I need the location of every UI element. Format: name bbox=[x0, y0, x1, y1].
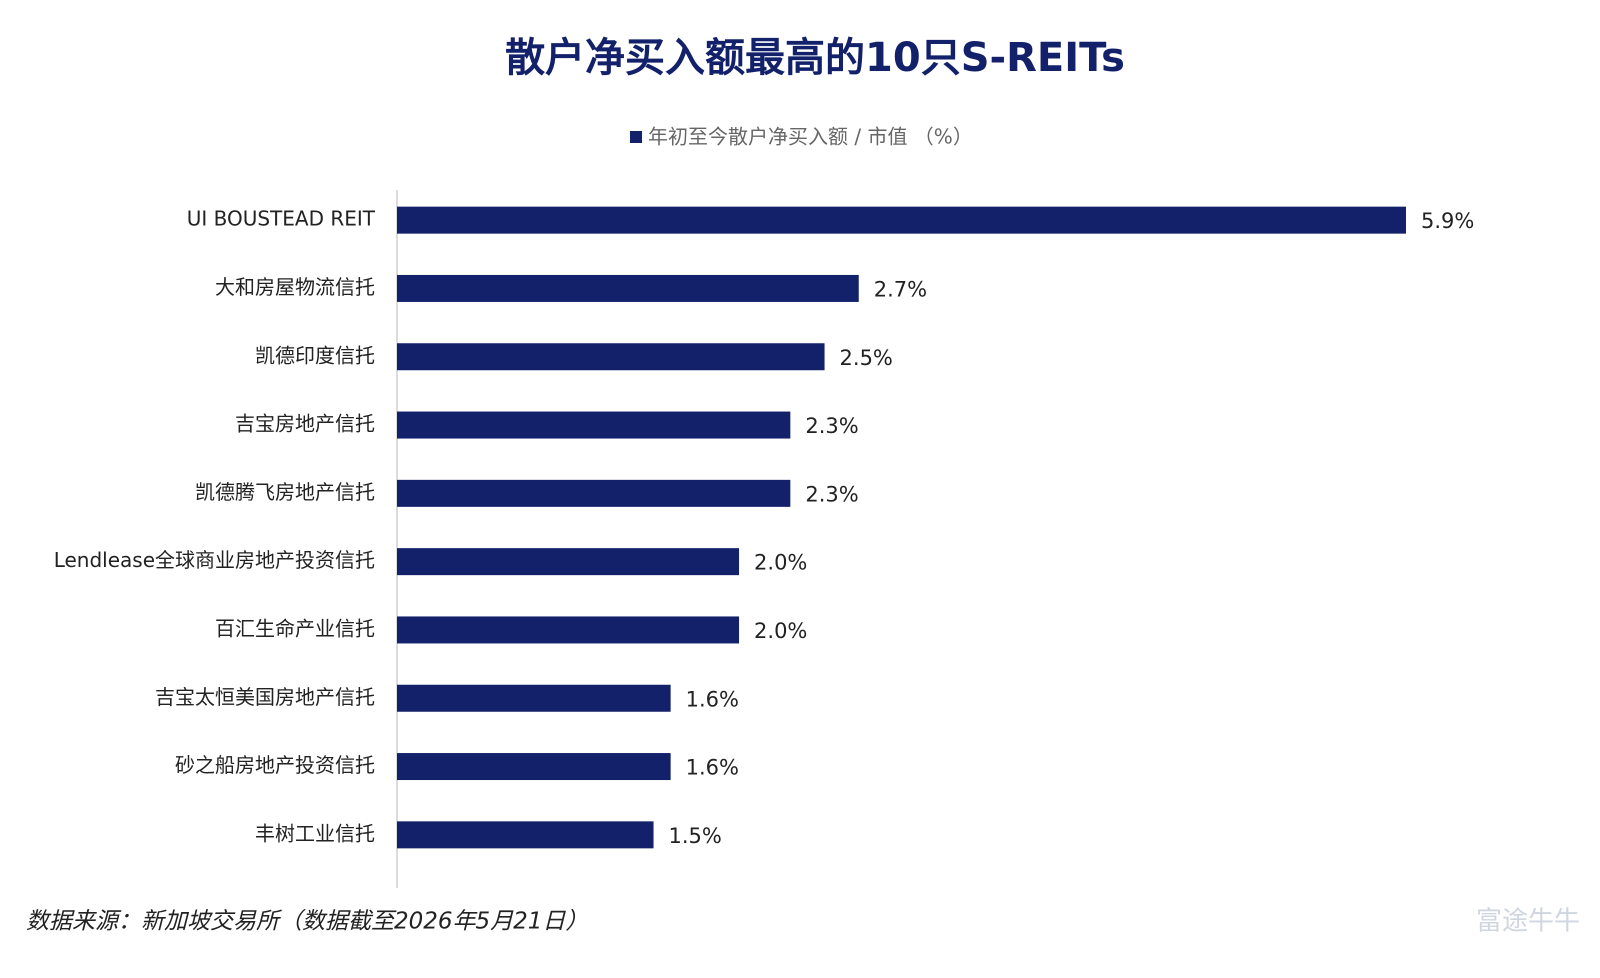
value-label: 2.3% bbox=[805, 482, 858, 506]
watermark: 富途牛牛 bbox=[1476, 907, 1580, 937]
category-label: 吉宝房地产信托 bbox=[235, 412, 375, 436]
value-label: 1.6% bbox=[686, 756, 739, 780]
category-label: 凯德印度信托 bbox=[255, 343, 375, 367]
category-label: 百汇生命产业信托 bbox=[215, 616, 375, 640]
value-label: 2.0% bbox=[754, 551, 807, 575]
value-label: 2.3% bbox=[805, 414, 858, 438]
value-label: 1.5% bbox=[669, 824, 722, 848]
category-label: 砂之船房地产投资信托 bbox=[175, 753, 375, 777]
category-label: Lendlease全球商业房地产投资信托 bbox=[54, 548, 375, 572]
value-label: 1.6% bbox=[686, 687, 739, 711]
category-label: UI BOUSTEAD REIT bbox=[187, 207, 376, 231]
category-label: 凯德腾飞房地产信托 bbox=[195, 480, 375, 504]
category-label: 吉宝太恒美国房地产信托 bbox=[155, 685, 375, 709]
bar bbox=[397, 684, 671, 712]
legend-swatch bbox=[630, 131, 642, 143]
bar bbox=[397, 616, 740, 644]
bar bbox=[397, 343, 825, 371]
category-label: 丰树工业信托 bbox=[255, 821, 375, 845]
value-label: 5.9% bbox=[1421, 209, 1474, 233]
bar bbox=[397, 274, 859, 302]
bar bbox=[397, 411, 791, 439]
bar bbox=[397, 548, 740, 576]
legend-label: 年初至今散户净买入额 / 市值 （%） bbox=[648, 125, 973, 149]
bar bbox=[397, 753, 671, 781]
source-note: 数据来源：新加坡交易所（数据截至2026年5月21日） bbox=[26, 909, 588, 935]
bar bbox=[397, 206, 1406, 234]
category-label: 大和房屋物流信托 bbox=[215, 275, 375, 299]
value-label: 2.7% bbox=[874, 277, 927, 301]
value-label: 2.5% bbox=[840, 346, 893, 370]
chart-title: 散户净买入额最高的10只S-REITs bbox=[505, 35, 1125, 81]
bar bbox=[397, 479, 791, 507]
bar bbox=[397, 821, 654, 849]
value-label: 2.0% bbox=[754, 619, 807, 643]
